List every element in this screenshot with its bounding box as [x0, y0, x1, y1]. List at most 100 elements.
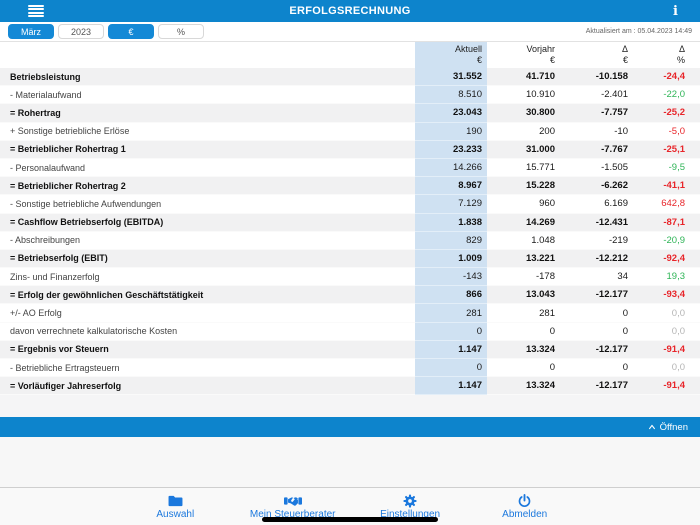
column-header-aktuell: Aktuell €: [415, 42, 487, 68]
table-row: = Erfolg der gewöhnlichen Geschäftstätig…: [0, 286, 700, 305]
info-icon[interactable]: i: [673, 3, 678, 19]
table-row: davon verrechnete kalkulatorische Kosten…: [0, 322, 700, 341]
column-header-delta-eur: Δ €: [621, 44, 628, 65]
table-row: - Sonstige betriebliche Aufwendungen 7.1…: [0, 195, 700, 214]
percent-toggle-button[interactable]: %: [158, 24, 204, 39]
row-delta-value: -2.401: [560, 86, 633, 105]
row-aktuell-value: -143: [415, 268, 487, 287]
row-aktuell-value: 829: [415, 231, 487, 250]
tab-auswahl[interactable]: Auswahl: [135, 494, 215, 520]
table-row: - Materialaufwand 8.510 10.910 -2.401 -2…: [0, 86, 700, 105]
row-delta-value: 0: [560, 304, 633, 323]
row-vorjahr-value: 960: [487, 195, 560, 214]
row-delta-value: -7.767: [560, 141, 633, 159]
table-body: Betriebsleistung 31.552 41.710 -10.158 -…: [0, 68, 700, 396]
row-delta-value: -12.212: [560, 250, 633, 269]
row-aktuell-value: 8.967: [415, 177, 487, 196]
row-aktuell-value: 281: [415, 304, 487, 323]
table-row: = Vorläufiger Jahreserfolg 1.147 13.324 …: [0, 377, 700, 396]
row-delta-value: -10: [560, 123, 633, 141]
row-delta-pct-value: -93,4: [633, 286, 700, 305]
euro-toggle-button[interactable]: €: [108, 24, 154, 39]
row-label: - Abschreibungen: [0, 232, 415, 250]
tab-label: Abmelden: [502, 508, 548, 520]
row-delta-pct-value: -92,4: [633, 250, 700, 269]
row-delta-pct-value: 19,3: [633, 268, 700, 287]
tab-label: Auswahl: [156, 508, 195, 520]
row-aktuell-value: 1.838: [415, 213, 487, 232]
home-indicator[interactable]: [262, 517, 438, 522]
row-label: = Ergebnis vor Steuern: [0, 341, 415, 359]
page-title: ERFOLGSRECHNUNG: [289, 5, 411, 17]
table-row: - Abschreibungen 829 1.048 -219 -20,9: [0, 231, 700, 250]
row-vorjahr-value: 15.771: [487, 159, 560, 178]
row-delta-pct-value: 642,8: [633, 195, 700, 214]
label-column-header: [0, 42, 415, 68]
row-label: +/- AO Erfolg: [0, 304, 415, 323]
row-aktuell-value: 866: [415, 286, 487, 305]
row-label: = Betrieblicher Rohertrag 2: [0, 177, 415, 196]
row-label: Betriebsleistung: [0, 68, 415, 87]
row-aktuell-value: 7.129: [415, 195, 487, 214]
row-delta-pct-value: 0,0: [633, 304, 700, 323]
row-delta-value: 6.169: [560, 195, 633, 214]
row-delta-pct-value: -25,2: [633, 104, 700, 123]
month-button[interactable]: März: [8, 24, 54, 39]
row-delta-value: -219: [560, 232, 633, 250]
row-delta-value: 34: [560, 268, 633, 287]
row-aktuell-value: 14.266: [415, 158, 487, 178]
row-delta-value: 0: [560, 323, 633, 341]
power-icon: [518, 493, 531, 508]
open-drawer-label: Öffnen: [659, 421, 688, 433]
table-row: Zins- und Finanzerfolg -143 -178 34 19,3: [0, 268, 700, 287]
row-vorjahr-value: 10.910: [487, 86, 560, 105]
row-vorjahr-value: 15.228: [487, 177, 560, 196]
table-row: = Betrieblicher Rohertrag 1 23.233 31.00…: [0, 140, 700, 159]
row-delta-value: -12.177: [560, 341, 633, 359]
chevron-up-icon: [648, 424, 655, 430]
table-row: + Sonstige betriebliche Erlöse 190 200 -…: [0, 122, 700, 141]
tab-label: Mein Steuerberater: [249, 508, 336, 520]
row-delta-pct-value: -9,5: [633, 159, 700, 178]
row-label: = Erfolg der gewöhnlichen Geschäftstätig…: [0, 286, 415, 305]
row-label: = Betriebserfolg (EBIT): [0, 250, 415, 269]
row-vorjahr-value: 30.800: [487, 104, 560, 123]
folder-icon: [168, 494, 183, 508]
row-label: + Sonstige betriebliche Erlöse: [0, 123, 415, 141]
row-vorjahr-value: 200: [487, 123, 560, 141]
row-label: - Materialaufwand: [0, 86, 415, 105]
row-aktuell-value: 1.147: [415, 377, 487, 396]
row-vorjahr-value: 31.000: [487, 141, 560, 159]
tab-einstellungen[interactable]: Einstellungen: [370, 493, 450, 520]
tab-abmelden[interactable]: Abmelden: [485, 493, 565, 520]
updated-timestamp: Aktualisiert am : 05.04.2023 14:49: [585, 28, 692, 35]
row-aktuell-value: 0: [415, 359, 487, 378]
row-aktuell-value: 190: [415, 122, 487, 141]
row-delta-pct-value: -87,1: [633, 214, 700, 232]
row-aktuell-value: 23.233: [415, 140, 487, 159]
menu-icon[interactable]: [28, 5, 44, 17]
year-button[interactable]: 2023: [58, 24, 104, 39]
row-delta-pct-value: -5,0: [633, 123, 700, 141]
row-delta-value: -6.262: [560, 177, 633, 196]
row-aktuell-value: 23.043: [415, 104, 487, 123]
column-header-vorjahr: Vorjahr €: [526, 44, 555, 65]
row-vorjahr-value: 13.324: [487, 341, 560, 359]
handshake-icon: [283, 494, 302, 508]
table-row: = Betriebserfolg (EBIT) 1.009 13.221 -12…: [0, 249, 700, 269]
row-delta-value: 0: [560, 359, 633, 378]
row-aktuell-value: 0: [415, 322, 487, 341]
table-row: = Betrieblicher Rohertrag 2 8.967 15.228…: [0, 177, 700, 196]
column-header-delta-pct: Δ %: [676, 44, 685, 65]
table-row: - Personalaufwand 14.266 15.771 -1.505 -…: [0, 158, 700, 178]
row-delta-value: -12.177: [560, 377, 633, 396]
row-delta-pct-value: -22,0: [633, 86, 700, 105]
open-drawer-bar[interactable]: Öffnen: [0, 417, 700, 437]
content-spacer: [0, 395, 700, 417]
table-header-row: Aktuell € Vorjahr € Δ € Δ %: [0, 42, 700, 68]
tab-mein-steuerberater[interactable]: Mein Steuerberater: [250, 494, 336, 520]
row-delta-pct-value: -91,4: [633, 341, 700, 359]
row-delta-value: -7.757: [560, 104, 633, 123]
row-delta-pct-value: -41,1: [633, 177, 700, 196]
row-label: - Betriebliche Ertragsteuern: [0, 359, 415, 378]
